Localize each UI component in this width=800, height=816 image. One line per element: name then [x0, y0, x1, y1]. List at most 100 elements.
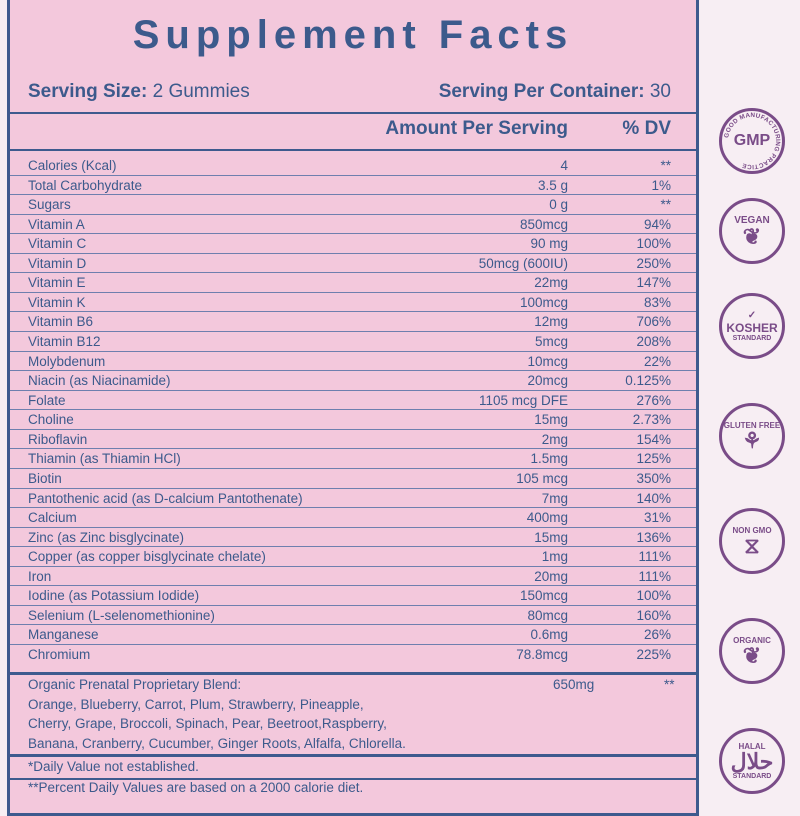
nutrient-amount: 90 mg — [530, 236, 568, 252]
supplement-facts-panel: Supplement Facts Serving Size: 2 Gummies… — [7, 0, 699, 816]
table-row: Manganese 0.6mg 26% — [10, 625, 696, 645]
table-row: Riboflavin 2mg 154% — [10, 430, 696, 450]
nutrient-amount: 1105 mcg DFE — [478, 392, 568, 408]
halal-badge: HALAL حلال STANDARD — [719, 728, 785, 794]
nutrient-amount: 7mg — [541, 490, 568, 506]
nutrient-amount: 400mg — [526, 510, 568, 526]
nutrient-amount: 15mg — [534, 529, 568, 545]
nutrient-amount: 150mcg — [519, 588, 568, 604]
nutrient-name: Riboflavin — [28, 431, 88, 447]
table-row: Total Carbohydrate 3.5 g 1% — [10, 176, 696, 196]
page-title: Supplement Facts — [132, 13, 574, 57]
nutrient-amount: 100mcg — [519, 294, 568, 310]
divider — [10, 149, 696, 151]
servings-per-container: Serving Per Container: 30 — [439, 81, 671, 103]
nutrient-dv: 350% — [636, 470, 671, 486]
dv-header: % DV — [622, 118, 671, 139]
nutrient-amount: 0 g — [549, 197, 568, 213]
kosher-badge: ✓ KOSHER STANDARD — [719, 293, 785, 359]
nutrient-dv: 2.73% — [632, 412, 671, 428]
leaf-icon: ❦ — [742, 223, 762, 249]
nutrient-dv: 125% — [636, 451, 671, 467]
nutrient-dv: 94% — [643, 216, 671, 232]
table-row: Chromium 78.8mcg 225% — [10, 645, 696, 665]
table-row: Folate 1105 mcg DFE 276% — [10, 391, 696, 411]
nutrient-amount: 4 — [560, 158, 568, 173]
divider — [10, 112, 696, 114]
nutrient-name: Niacin (as Niacinamide) — [28, 373, 171, 389]
table-row: Niacin (as Niacinamide) 20mcg 0.125% — [10, 371, 696, 391]
gmp-ring-text: GOOD MANUFACTURING PRACTICE — [723, 112, 781, 170]
table-row: Vitamin B12 5mcg 208% — [10, 332, 696, 352]
nutrient-amount: 0.6mg — [530, 627, 568, 643]
table-row: Molybdenum 10mcg 22% — [10, 352, 696, 372]
nutrient-dv: 22% — [643, 353, 671, 369]
table-row: Calories (Kcal) 4 ** — [10, 156, 696, 176]
nutrient-name: Iron — [28, 568, 52, 584]
footnote: **Percent Daily Values are based on a 20… — [28, 780, 364, 795]
nutrient-name: Pantothenic acid (as D-calcium Pantothen… — [28, 490, 303, 506]
nutrient-dv: 136% — [636, 529, 671, 545]
nutrient-dv: 250% — [636, 255, 671, 271]
nutrient-name: Vitamin E — [28, 275, 86, 291]
blend-ingredients: Banana, Cranberry, Cucumber, Ginger Root… — [28, 735, 406, 751]
table-row: Iron 20mg 111% — [10, 567, 696, 587]
proprietary-blend: Organic Prenatal Proprietary Blend: 650m… — [28, 675, 675, 753]
nutrient-amount: 3.5 g — [537, 177, 568, 193]
nutrient-dv: 147% — [636, 275, 671, 291]
nutrient-amount: 12mg — [534, 314, 568, 330]
nutrient-name: Vitamin B6 — [28, 314, 94, 330]
nutrient-dv: 100% — [636, 236, 671, 252]
nutrient-name: Folate — [28, 392, 66, 408]
nutrient-amount: 5mcg — [534, 334, 568, 350]
nutrient-dv: 111% — [638, 549, 671, 565]
nutrient-name: Thiamin (as Thiamin HCl) — [28, 451, 181, 467]
nutrient-name: Vitamin D — [28, 255, 87, 271]
nutrient-dv: 0.125% — [625, 373, 671, 389]
blend-name: Organic Prenatal Proprietary Blend: — [28, 677, 242, 692]
servings-per-container-value: 30 — [649, 81, 671, 102]
non-gmo-badge: NON GMO ⧖ — [719, 508, 785, 574]
nutrient-name: Selenium (L-selenomethionine) — [28, 607, 215, 623]
nutrient-dv: 706% — [636, 314, 671, 330]
nutrient-amount: 2mg — [541, 431, 568, 447]
nutrient-name: Manganese — [28, 627, 99, 643]
divider — [10, 672, 696, 675]
nutrient-name: Calcium — [28, 510, 77, 526]
nutrient-dv: 31% — [643, 510, 671, 526]
nutrient-amount: 78.8mcg — [516, 647, 568, 662]
nutrient-dv: 276% — [636, 392, 671, 408]
table-row: Copper (as copper bisglycinate chelate) 1… — [10, 547, 696, 567]
blend-amount: 650mg — [553, 677, 595, 692]
nutrient-amount: 105 mcg — [516, 470, 568, 486]
nutrient-dv: 154% — [636, 431, 671, 447]
table-row: Iodine (as Potassium Iodide) 150mcg 100% — [10, 586, 696, 606]
nutrient-amount: 20mg — [534, 568, 568, 584]
nutrient-amount: 850mcg — [519, 216, 568, 232]
nutrient-name: Calories (Kcal) — [28, 158, 117, 173]
table-row: Biotin 105 mcg 350% — [10, 469, 696, 489]
vegan-badge: VEGAN ❦ — [719, 198, 785, 264]
nutrient-name: Vitamin K — [28, 294, 86, 310]
halal-icon: حلال — [730, 749, 774, 774]
table-row: Zinc (as Zinc bisglycinate) 15mg 136% — [10, 528, 696, 548]
nutrient-amount: 15mg — [534, 412, 568, 428]
table-row: Calcium 400mg 31% — [10, 508, 696, 528]
footnote: *Daily Value not established. — [28, 759, 199, 774]
dna-icon: ⧖ — [744, 532, 760, 558]
nutrient-name: Vitamin B12 — [28, 334, 101, 350]
nutrient-dv: 1% — [651, 177, 671, 193]
nutrient-dv: 140% — [636, 490, 671, 506]
sprout-icon: ❦ — [742, 642, 762, 668]
gmp-main-text: GMP — [733, 132, 771, 149]
divider — [10, 754, 696, 757]
table-row: Choline 15mg 2.73% — [10, 410, 696, 430]
nutrient-name: Iodine (as Potassium Iodide) — [28, 588, 200, 604]
blend-ingredients: Orange, Blueberry, Carrot, Plum, Strawbe… — [28, 696, 364, 712]
table-row: Vitamin A 850mcg 94% — [10, 215, 696, 235]
nutrient-amount: 80mcg — [527, 607, 568, 623]
nutrient-name: Total Carbohydrate — [28, 177, 143, 193]
gluten-free-badge: GLUTEN FREE ⚘ — [719, 403, 785, 469]
nutrient-dv: 208% — [636, 334, 671, 350]
nutrient-name: Chromium — [28, 647, 91, 662]
